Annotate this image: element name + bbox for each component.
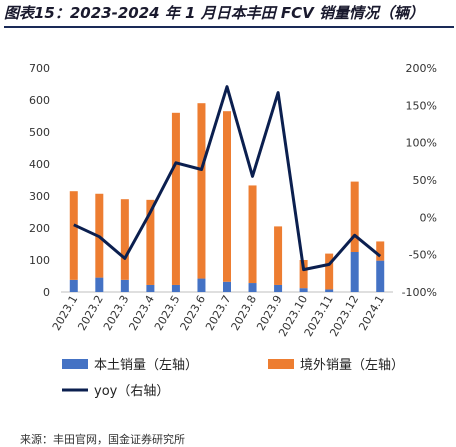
right-axis-tick-label: 150% [406, 99, 437, 112]
bar-domestic [325, 289, 334, 292]
bar-domestic [350, 252, 359, 292]
bar-overseas [197, 103, 206, 279]
bar-overseas [223, 111, 231, 282]
bar-domestic [274, 284, 283, 292]
bar-overseas [299, 260, 308, 289]
left-axis-tick-label: 100 [29, 254, 50, 267]
source-note: 来源：丰田官网，国金证券研究所 [20, 433, 185, 446]
bar-domestic [299, 288, 308, 292]
bar-domestic [146, 284, 155, 292]
left-axis-tick-label: 300 [29, 190, 50, 203]
bar-overseas [350, 181, 359, 252]
left-axis-tick-label: 0 [43, 286, 50, 299]
legend-label: 境外销量（左轴） [300, 358, 404, 373]
legend-swatch-overseas [268, 359, 294, 369]
right-axis-tick-label: 0% [420, 211, 437, 224]
right-axis-tick-label: 200% [406, 62, 437, 75]
bar-overseas [120, 199, 129, 280]
bar-overseas [376, 241, 385, 261]
x-tick-label: 2024.1 [356, 293, 387, 333]
legend-label: 本土销量（左轴） [94, 358, 198, 373]
bar-domestic [120, 279, 129, 292]
left-axis-tick-label: 500 [29, 126, 50, 139]
left-axis-tick-label: 600 [29, 94, 50, 107]
right-axis-tick-label: -50% [409, 249, 437, 262]
right-axis-tick-label: -100% [402, 286, 437, 299]
left-axis-tick-label: 700 [29, 62, 50, 75]
bar-domestic [248, 283, 257, 292]
legend-label: yoy（右轴） [94, 384, 169, 399]
bar-domestic [223, 281, 231, 292]
right-axis-tick-label: 100% [406, 137, 437, 150]
right-axis-tick-label: 50% [413, 174, 437, 187]
legend-swatch-domestic [62, 359, 88, 369]
bar-domestic [69, 279, 78, 292]
yoy-line [73, 85, 382, 272]
bar-overseas [171, 112, 180, 285]
left-axis-tick-label: 400 [29, 158, 50, 171]
left-axis-tick-label: 200 [29, 222, 50, 235]
bar-domestic [376, 260, 385, 292]
bar-domestic [197, 278, 206, 292]
bar-overseas [325, 253, 334, 290]
bar-overseas [274, 226, 283, 285]
bar-overseas [248, 185, 257, 284]
bar-domestic [95, 277, 104, 292]
bar-overseas [69, 191, 78, 280]
bar-domestic [171, 284, 180, 292]
chart-title: 图表15：2023-2024 年 1 月日本丰田 FCV 销量情况（辆） [4, 2, 454, 28]
bar-overseas [146, 199, 155, 285]
